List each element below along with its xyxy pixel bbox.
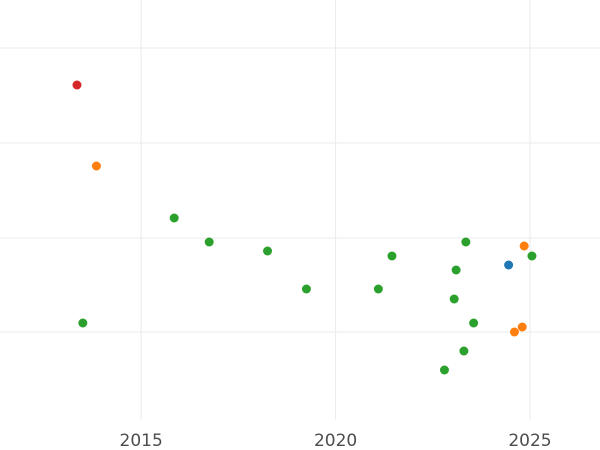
data-point-2	[78, 318, 88, 328]
x-tick-label-2025: 2025	[508, 431, 551, 450]
data-points	[72, 80, 537, 375]
data-point-11	[451, 265, 461, 275]
data-point-13	[461, 237, 471, 247]
data-point-10	[449, 294, 459, 304]
data-point-4	[204, 237, 214, 247]
data-point-7	[373, 284, 383, 294]
data-point-15	[504, 260, 514, 270]
x-axis-tick-labels: 2015 2020 2025	[120, 431, 552, 450]
x-tick-label-2015: 2015	[120, 431, 163, 450]
data-point-0	[72, 80, 82, 90]
data-point-8	[387, 251, 397, 261]
data-point-16	[509, 327, 519, 337]
data-point-19	[527, 251, 537, 261]
data-point-1	[91, 161, 101, 171]
horizontal-gridlines	[0, 47, 600, 333]
data-point-12	[459, 346, 469, 356]
data-point-3	[169, 213, 179, 223]
data-point-9	[439, 365, 449, 375]
data-point-14	[469, 318, 479, 328]
vertical-gridlines	[140, 0, 531, 420]
data-point-6	[301, 284, 311, 294]
x-tick-label-2020: 2020	[314, 431, 357, 450]
data-point-18	[519, 241, 529, 251]
data-point-17	[517, 322, 527, 332]
data-point-5	[263, 246, 273, 256]
